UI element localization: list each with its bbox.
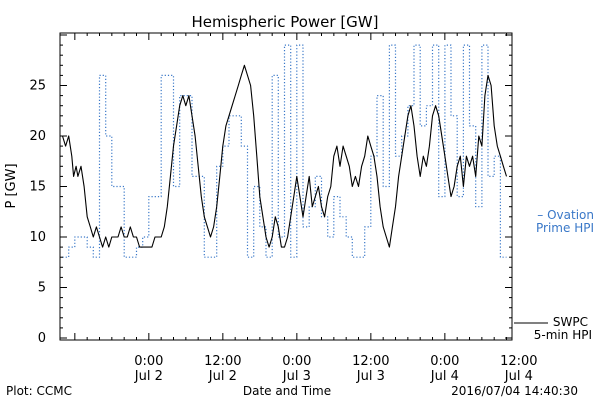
y-tick-label: 10 <box>29 230 46 245</box>
plot-area <box>59 32 513 341</box>
legend-ovation-label: – Ovation <box>537 208 594 222</box>
x-tick-date-label: Jul 4 <box>430 369 459 384</box>
x-tick-date-label: Jul 2 <box>134 369 163 384</box>
x-tick-time-label: 12:00 <box>204 354 241 369</box>
y-tick-label: 25 <box>29 79 46 94</box>
x-tick-date-label: Jul 4 <box>504 369 533 384</box>
series-layer <box>61 44 508 258</box>
x-tick-time-label: 0:00 <box>430 354 459 369</box>
x-tick-date-label: Jul 3 <box>282 369 311 384</box>
x-tick-time-label: 12:00 <box>352 354 389 369</box>
swpc-hpi-line <box>61 64 508 248</box>
x-axis-label: Date and Time <box>243 384 331 398</box>
x-tick-time-label: 0:00 <box>282 354 311 369</box>
y-tick-label: 5 <box>38 281 46 296</box>
x-tick-time-label: 0:00 <box>134 354 163 369</box>
x-tick-time-label: 12:00 <box>500 354 537 369</box>
y-tick-label: 20 <box>29 129 46 144</box>
legend-swpc-label: 5-min HPI <box>534 328 592 342</box>
y-axis-label: P [GW] <box>4 163 19 208</box>
x-tick-date-label: Jul 2 <box>208 369 237 384</box>
chart-title: Hemispheric Power [GW] <box>192 13 379 31</box>
y-axis: 0 5 10 15 20 25 <box>29 34 512 346</box>
x-tick-date-label: Jul 3 <box>356 369 385 384</box>
footer-plot-credit: Plot: CCMC <box>6 384 72 398</box>
footer-timestamp: 2016/07/04 14:40:30 <box>451 384 578 398</box>
legend-swpc-label: SWPC <box>553 315 588 329</box>
plot-frame <box>59 32 513 341</box>
ovation-prime-hpi-line <box>62 44 507 258</box>
legend-ovation-label: Prime HPI <box>536 221 594 235</box>
y-tick-label: 0 <box>38 331 46 346</box>
y-tick-label: 15 <box>29 180 46 195</box>
